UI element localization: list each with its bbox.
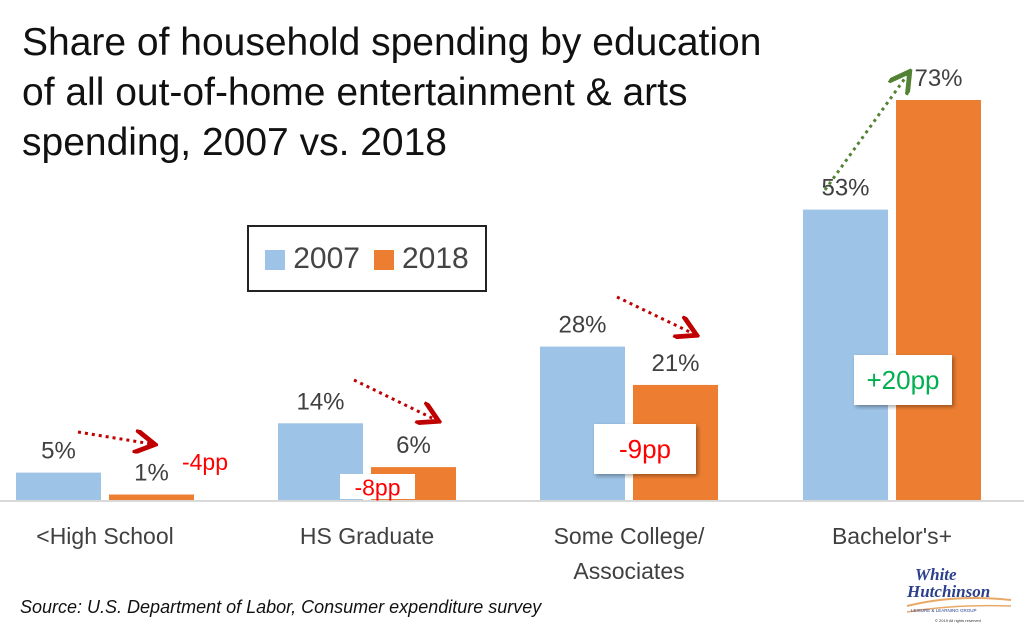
svg-text:White: White — [915, 565, 957, 584]
svg-text:© 2019 All rights reserved: © 2019 All rights reserved — [935, 618, 981, 623]
legend: 2007 2018 — [247, 225, 487, 292]
change-arrow — [823, 74, 908, 191]
annotation-box — [340, 474, 415, 499]
svg-text:LEISURE & LEARNING GROUP: LEISURE & LEARNING GROUP — [911, 608, 977, 613]
legend-item-2007: 2007 — [265, 242, 360, 276]
annotation-box — [594, 424, 696, 474]
data-label: 73% — [914, 65, 962, 92]
bar-2018-3 — [896, 100, 981, 500]
change-annotation: +20pp — [866, 365, 939, 395]
data-label: 28% — [558, 312, 606, 339]
x-tick-label: Some College/ — [554, 523, 705, 549]
data-label: 5% — [41, 438, 76, 465]
data-label: 53% — [821, 175, 869, 202]
bar-2007-0 — [16, 472, 101, 500]
change-annotation: -8pp — [354, 475, 400, 501]
x-tick-label: <High School — [36, 523, 173, 549]
source-note: Source: U.S. Department of Labor, Consum… — [20, 597, 542, 617]
change-annotation: -9pp — [619, 434, 671, 464]
x-tick-label: Bachelor's+ — [832, 523, 952, 549]
bar-2007-3 — [803, 209, 888, 500]
change-arrow — [616, 295, 694, 334]
legend-item-2018: 2018 — [374, 242, 469, 276]
x-tick-label: HS Graduate — [300, 523, 434, 549]
data-label: 21% — [651, 350, 699, 377]
chart-title: Share of household spending by education… — [22, 21, 762, 164]
change-arrow — [353, 378, 436, 420]
bar-2007-2 — [540, 346, 625, 500]
change-annotation: -4pp — [182, 449, 228, 475]
data-label: 14% — [296, 388, 344, 415]
x-tick-label: Associates — [573, 558, 684, 584]
svg-text:Hutchinson: Hutchinson — [906, 582, 990, 601]
bar-2018-0 — [109, 494, 194, 500]
white-hutchinson-logo: White Hutchinson LEISURE & LEARNING GROU… — [906, 565, 1012, 623]
data-label: 6% — [396, 432, 431, 459]
change-arrow — [77, 432, 152, 444]
annotation-box — [854, 355, 952, 405]
data-label: 1% — [134, 460, 169, 487]
